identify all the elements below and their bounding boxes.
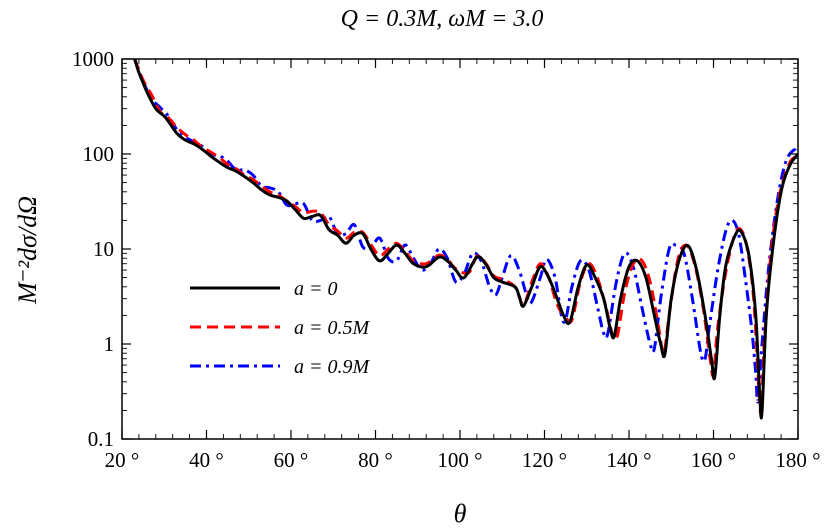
y-tick-label: 0.1 <box>88 427 114 451</box>
y-tick-label: 1 <box>104 332 115 356</box>
y-axis: 0.1 1 10 100 1000 <box>72 47 798 451</box>
x-tick-label: 160 ° <box>691 448 736 472</box>
y-tick-label: 10 <box>93 237 114 261</box>
x-tick-label: 40 ° <box>189 448 224 472</box>
plot-frame <box>121 58 799 440</box>
x-tick-label: 120 ° <box>522 448 567 472</box>
x-axis-label: θ <box>454 499 467 528</box>
series-line-1 <box>133 59 798 416</box>
legend-label-0: a = 0 <box>294 278 338 300</box>
x-tick-label: 60 ° <box>274 448 309 472</box>
legend: a = 0 a = 0.5M a = 0.9M <box>190 278 370 378</box>
legend-label-1: a = 0.5M <box>294 317 370 339</box>
y-axis-label: M⁻²dσ/dΩ <box>13 196 42 305</box>
series-line-0 <box>133 59 798 420</box>
plot-area <box>133 59 798 420</box>
x-tick-label: 140 ° <box>606 448 651 472</box>
y-tick-label: 1000 <box>72 47 114 71</box>
x-tick-label: 100 ° <box>437 448 482 472</box>
x-tick-label: 20 ° <box>105 448 140 472</box>
x-tick-label: 180 ° <box>775 448 820 472</box>
legend-label-2: a = 0.9M <box>294 356 370 378</box>
x-tick-label: 80 ° <box>358 448 393 472</box>
x-axis: 20 ° 40 ° 60 ° 80 ° 100 ° 120 ° 140 ° 160 ° 180 … <box>105 59 821 472</box>
series-line-2 <box>133 59 798 404</box>
y-tick-label: 100 <box>83 142 115 166</box>
chart-title: Q = 0.3M, ωM = 3.0 <box>341 6 544 32</box>
